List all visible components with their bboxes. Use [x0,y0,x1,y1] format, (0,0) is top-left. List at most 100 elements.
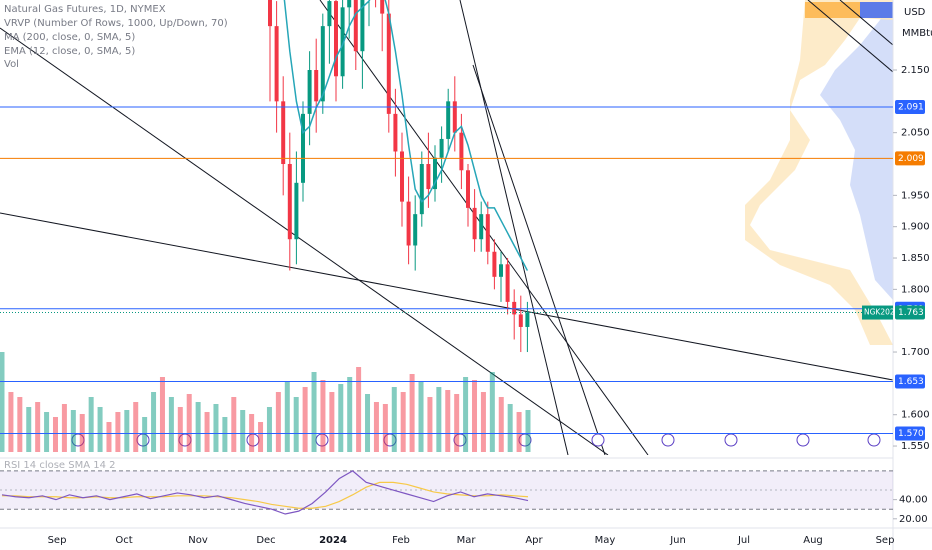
candle-body [472,207,477,240]
level-label: 2.009 [898,154,924,164]
volume-bar [347,377,353,452]
candle-body [433,157,437,190]
candle-body [347,0,352,8]
volume-bar [35,402,41,452]
volume-bar [0,352,5,452]
volume-bar [463,377,469,452]
candle-body [274,26,279,102]
x-tick-label: 2024 [319,535,347,546]
volume-bar [338,384,344,452]
volume-profile [745,0,893,345]
volume-bar [79,414,85,452]
volume-bar [52,417,58,452]
volume-bar [391,387,397,452]
candle-body [281,101,286,165]
level-tag [895,151,925,166]
candle-body [294,182,299,240]
y-tick-label: 1.850 [901,253,930,264]
symbol-label: NGK2024 [864,308,900,317]
candle-body [485,214,490,252]
candle-body [499,264,503,277]
volume-bar [489,372,495,452]
volume-bar [142,417,148,452]
rsi-line [1,470,529,515]
volume-bar [498,397,504,452]
indicator-label: VRVP (Number Of Rows, 1000, Up/Down, 70) [4,18,228,29]
candle-body [452,101,457,133]
volume-bar [240,410,246,452]
volume-bar [177,407,183,452]
candle-body [327,1,332,27]
volume-bar [17,397,23,452]
volume-bar [266,407,272,452]
level-label: 1.653 [898,377,924,387]
volume-bar [106,422,112,452]
y-tick-label: 2.150 [901,65,930,76]
candle-body [446,101,451,139]
volume-bar [231,397,237,452]
volume-bar [418,382,424,452]
volume-bar [382,404,388,452]
candle-body [380,0,385,14]
candle-body [340,7,345,77]
candle-body [512,301,517,315]
volume-bar [284,382,290,452]
candle-body [314,70,319,102]
volume-bar [525,410,531,452]
volume-bar [365,394,371,452]
candle-body [413,214,418,246]
volume-bar [436,387,442,452]
indicator-label: MA (200, close, 0, SMA, 5) [4,32,135,43]
candle-body [334,1,338,77]
level-tag [895,374,925,389]
level-tag [895,99,925,114]
volume-bar [133,402,139,452]
ema-line [283,0,529,271]
volume-bar [213,404,219,452]
x-tick-label: Jul [737,535,750,546]
y-tick-label: 1.550 [901,441,930,452]
y-tick-label: 2.050 [901,128,930,139]
volume-bar [186,394,192,452]
volume-bar [258,422,264,452]
volume-bar [222,417,228,452]
level-label: 2.091 [898,102,924,112]
indicator-label: EMA (12, close, 0, SMA, 5) [4,46,135,57]
x-tick-label: Dec [256,535,275,546]
candle-body [426,164,431,190]
candle-body [459,132,464,171]
volume-bar [516,412,522,452]
y-tick-label: 1.700 [901,347,930,358]
x-tick-label: Apr [525,535,543,546]
volume-bar [26,407,32,452]
candle-body [406,201,411,246]
volume-bar [61,404,67,452]
volume-pane [0,352,531,452]
candle-body [301,113,305,183]
candle-body [386,13,391,114]
volume-bar [356,367,362,452]
volume-bar [373,402,379,452]
volume-bar [445,390,451,452]
volume-bar [507,404,513,452]
candle-body [525,312,530,327]
rsi-tick-label: 20.00 [899,514,928,525]
volume-bar [124,410,130,452]
y-tick-label: 1.950 [901,190,930,201]
x-tick-label: May [595,535,616,546]
volume-bar [97,407,103,452]
candle-body [419,164,424,215]
volume-bar [311,372,317,452]
price-label: 1.763 [898,308,924,318]
volume-bar [204,412,210,452]
volume-bar [151,392,157,452]
volume-bar [159,377,165,452]
volume-bar [88,397,94,452]
indicator-label: Vol [4,59,19,70]
symbol-tag [862,305,893,320]
candle-body [393,113,398,152]
candle-body [360,0,365,52]
candle-body [307,70,312,114]
